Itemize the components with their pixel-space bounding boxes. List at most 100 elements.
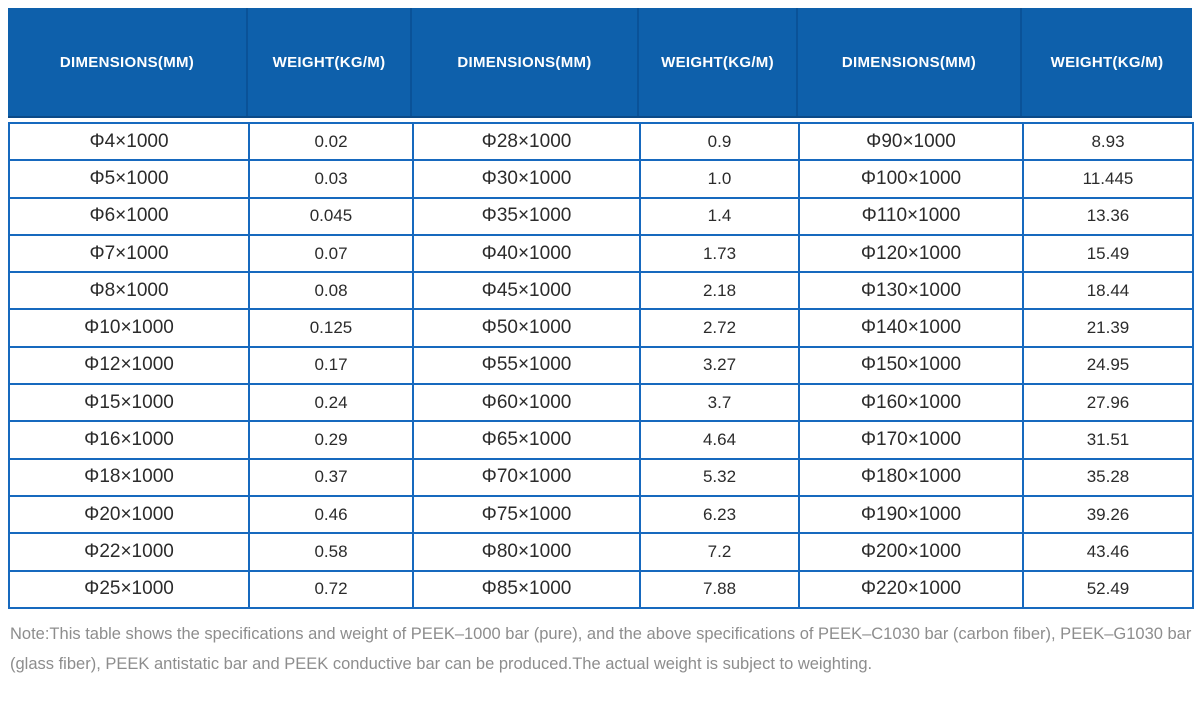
dimension-cell: Φ25×1000 — [8, 569, 250, 609]
table-row: Φ15×1000 0.24 Φ60×1000 3.7 Φ160×1000 27.96 — [8, 383, 1194, 423]
dimension-cell: Φ18×1000 — [8, 457, 250, 497]
spec-table-body: Φ4×1000 0.02 Φ28×1000 0.9 Φ90×1000 8.93 Φ5×100… — [8, 121, 1194, 609]
weight-cell: 2.18 — [639, 271, 800, 311]
dimension-cell: Φ35×1000 — [412, 196, 641, 236]
dimension-cell: Φ20×1000 — [8, 494, 250, 535]
dimension-cell: Φ55×1000 — [412, 345, 641, 386]
table-row: Φ10×1000 0.125 Φ50×1000 2.72 Φ140×1000 21.39 — [8, 308, 1194, 348]
weight-cell: 1.0 — [639, 159, 800, 199]
weight-cell: 0.37 — [248, 457, 414, 497]
weight-cell: 43.46 — [1022, 532, 1194, 572]
dimension-cell: Φ45×1000 — [412, 271, 641, 311]
weight-cell: 27.96 — [1022, 383, 1194, 423]
weight-cell: 15.49 — [1022, 233, 1194, 274]
weight-cell: 0.125 — [248, 308, 414, 348]
weight-cell: 13.36 — [1022, 196, 1194, 236]
dimension-cell: Φ6×1000 — [8, 196, 250, 236]
column-header-weight-3: WEIGHT(KG/M) — [1050, 53, 1164, 71]
weight-cell: 52.49 — [1022, 569, 1194, 609]
weight-cell: 18.44 — [1022, 271, 1194, 311]
weight-cell: 0.29 — [248, 420, 414, 460]
dimension-cell: Φ200×1000 — [798, 532, 1024, 572]
dimension-cell: Φ180×1000 — [798, 457, 1024, 497]
weight-cell: 5.32 — [639, 457, 800, 497]
column-header-weight-1: WEIGHT(KG/M) — [248, 8, 412, 116]
dimension-cell: Φ85×1000 — [412, 569, 641, 609]
table-row: Φ5×1000 0.03 Φ30×1000 1.0 Φ100×1000 11.445 — [8, 159, 1194, 199]
table-row: Φ20×1000 0.46 Φ75×1000 6.23 Φ190×1000 39.26 — [8, 494, 1194, 535]
weight-cell: 24.95 — [1022, 345, 1194, 386]
dimension-cell: Φ110×1000 — [798, 196, 1024, 236]
weight-cell: 0.045 — [248, 196, 414, 236]
weight-cell: 35.28 — [1022, 457, 1194, 497]
dimension-cell: Φ170×1000 — [798, 420, 1024, 460]
dimension-cell: Φ50×1000 — [412, 308, 641, 348]
weight-cell: 0.72 — [248, 569, 414, 609]
weight-cell: 2.72 — [639, 308, 800, 348]
dimension-cell: Φ7×1000 — [8, 233, 250, 274]
dimension-cell: Φ220×1000 — [798, 569, 1024, 609]
weight-cell: 31.51 — [1022, 420, 1194, 460]
weight-cell: 1.73 — [639, 233, 800, 274]
weight-cell: 0.03 — [248, 159, 414, 199]
table-row: Φ8×1000 0.08 Φ45×1000 2.18 Φ130×1000 18.44 — [8, 271, 1194, 311]
table-row: Φ18×1000 0.37 Φ70×1000 5.32 Φ180×1000 35.28 — [8, 457, 1194, 497]
dimension-cell: Φ100×1000 — [798, 159, 1024, 199]
weight-cell: 8.93 — [1022, 121, 1194, 162]
dimension-cell: Φ160×1000 — [798, 383, 1024, 423]
table-row: Φ7×1000 0.07 Φ40×1000 1.73 Φ120×1000 15.49 — [8, 233, 1194, 274]
weight-cell: 7.88 — [639, 569, 800, 609]
dimension-cell: Φ75×1000 — [412, 494, 641, 535]
weight-cell: 0.02 — [248, 121, 414, 162]
dimension-cell: Φ40×1000 — [412, 233, 641, 274]
column-header-dimensions-1: DIMENSIONS(MM) — [8, 8, 248, 116]
table-row: Φ6×1000 0.045 Φ35×1000 1.4 Φ110×1000 13.36 — [8, 196, 1194, 236]
table-header-row: DIMENSIONS(MM) WEIGHT(KG/M) DIMENSIONS(M… — [8, 8, 1192, 118]
dimension-cell: Φ130×1000 — [798, 271, 1024, 311]
table-row: Φ22×1000 0.58 Φ80×1000 7.2 Φ200×1000 43.46 — [8, 532, 1194, 572]
weight-cell: 0.17 — [248, 345, 414, 386]
weight-cell: 7.2 — [639, 532, 800, 572]
dimension-cell: Φ140×1000 — [798, 308, 1024, 348]
weight-cell: 6.23 — [639, 494, 800, 535]
weight-cell: 1.4 — [639, 196, 800, 236]
column-header-dimensions-2: DIMENSIONS(MM) — [412, 8, 639, 116]
dimension-cell: Φ30×1000 — [412, 159, 641, 199]
dimension-cell: Φ4×1000 — [8, 121, 250, 162]
table-row: Φ12×1000 0.17 Φ55×1000 3.27 Φ150×1000 24.95 — [8, 345, 1194, 386]
dimension-cell: Φ16×1000 — [8, 420, 250, 460]
table-row: Φ16×1000 0.29 Φ65×1000 4.64 Φ170×1000 31.51 — [8, 420, 1194, 460]
dimension-cell: Φ60×1000 — [412, 383, 641, 423]
table-row: Φ4×1000 0.02 Φ28×1000 0.9 Φ90×1000 8.93 — [8, 121, 1194, 162]
weight-cell: 39.26 — [1022, 494, 1194, 535]
weight-cell: 3.7 — [639, 383, 800, 423]
weight-cell: 0.24 — [248, 383, 414, 423]
dimension-cell: Φ12×1000 — [8, 345, 250, 386]
dimension-cell: Φ5×1000 — [8, 159, 250, 199]
dimension-cell: Φ80×1000 — [412, 532, 641, 572]
dimension-cell: Φ90×1000 — [798, 121, 1024, 162]
dimension-cell: Φ28×1000 — [412, 121, 641, 162]
weight-cell: 21.39 — [1022, 308, 1194, 348]
weight-cell: 0.07 — [248, 233, 414, 274]
weight-cell: 0.08 — [248, 271, 414, 311]
dimension-cell: Φ70×1000 — [412, 457, 641, 497]
spec-sheet: DIMENSIONS(MM) WEIGHT(KG/M) DIMENSIONS(M… — [8, 8, 1194, 673]
weight-cell: 0.46 — [248, 494, 414, 535]
dimension-cell: Φ15×1000 — [8, 383, 250, 423]
weight-cell: 0.58 — [248, 532, 414, 572]
table-row: Φ25×1000 0.72 Φ85×1000 7.88 Φ220×1000 52.49 — [8, 569, 1194, 609]
weight-cell: 3.27 — [639, 345, 800, 386]
dimension-cell: Φ150×1000 — [798, 345, 1024, 386]
spec-table: Φ4×1000 0.02 Φ28×1000 0.9 Φ90×1000 8.93 Φ5×100… — [8, 121, 1194, 609]
dimension-cell: Φ10×1000 — [8, 308, 250, 348]
dimension-cell: Φ22×1000 — [8, 532, 250, 572]
dimension-cell: Φ8×1000 — [8, 271, 250, 311]
note-text: Note:This table shows the specifications… — [10, 624, 1192, 673]
weight-cell: 11.445 — [1022, 159, 1194, 199]
weight-cell: 4.64 — [639, 420, 800, 460]
column-header-dimensions-3: DIMENSIONS(MM) — [798, 8, 1022, 116]
dimension-cell: Φ190×1000 — [798, 494, 1024, 535]
dimension-cell: Φ120×1000 — [798, 233, 1024, 274]
column-header-weight-2: WEIGHT(KG/M) — [639, 8, 798, 116]
